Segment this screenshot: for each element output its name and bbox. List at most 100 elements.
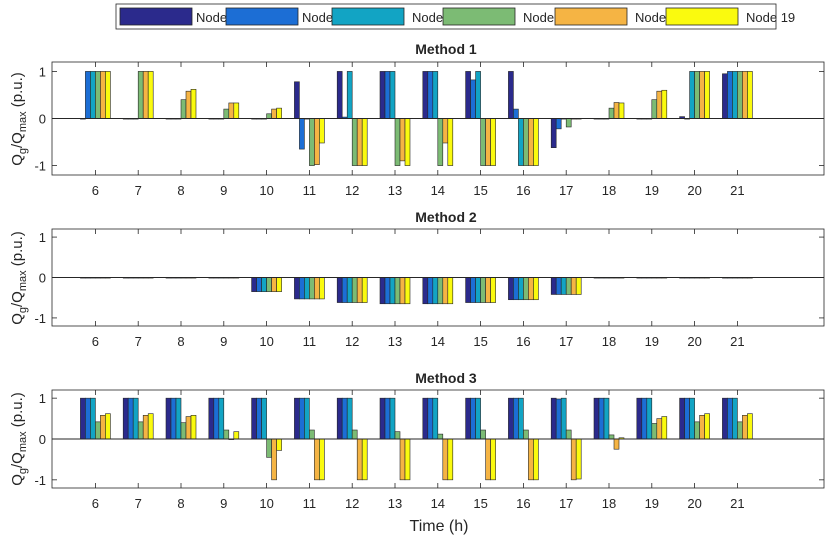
bar-node-16-h21 <box>737 421 743 440</box>
x-tick-label: 14 <box>431 334 445 349</box>
bar-node-16-h15 <box>480 118 486 166</box>
bar-node-4-h14 <box>427 277 434 305</box>
bar-node-18-h16 <box>528 118 534 166</box>
bar-node-18-h10 <box>271 108 277 119</box>
bar-node-19-h14 <box>447 118 454 166</box>
x-tick-label: 9 <box>220 496 227 511</box>
panel-title: Method 3 <box>415 370 477 386</box>
bar-node-4-h15 <box>470 277 476 303</box>
bar-node-4-h10 <box>256 277 262 292</box>
bar-node-4-h11 <box>299 118 305 150</box>
bar-node-16-h17 <box>565 429 572 440</box>
bar-node-12-h17 <box>560 277 567 295</box>
bar-node-18-h12 <box>356 438 363 481</box>
bar-node-19-h10 <box>276 438 282 451</box>
bar-node-16-h15 <box>480 429 486 440</box>
bar-node-4-h13 <box>384 277 391 305</box>
ylabel-unit: (p.u.) <box>9 72 26 111</box>
bar-node-16-h6 <box>95 71 101 119</box>
bar-node-12-h14 <box>432 397 439 440</box>
bar-node-3-h16 <box>508 397 514 440</box>
bar-node-4-h17 <box>555 277 562 295</box>
bar-node-4-h12 <box>341 397 348 440</box>
y-tick-label: 0 <box>39 112 46 127</box>
bar-node-3-h12 <box>336 71 343 119</box>
x-tick-label: 9 <box>220 183 227 198</box>
bar-node-19-h11 <box>319 118 325 144</box>
bar-node-18-h12 <box>356 118 363 166</box>
bar-node-19-h20 <box>704 71 710 119</box>
x-tick-label: 17 <box>559 183 573 198</box>
bar-node-12-h6 <box>90 71 96 119</box>
bar-node-3-h14 <box>422 277 429 305</box>
bar-node-18-h6 <box>100 415 106 440</box>
panel-title: Method 2 <box>415 209 477 225</box>
bar-node-4-h12 <box>341 277 348 303</box>
bar-node-18-h19 <box>656 418 663 440</box>
bar-node-19-h14 <box>447 277 454 305</box>
x-tick-label: 12 <box>345 334 359 349</box>
bar-node-4-h6 <box>85 71 91 119</box>
x-tick-label: 20 <box>687 183 701 198</box>
bar-node-19-h16 <box>533 438 539 481</box>
bar-node-16-h13 <box>394 277 401 305</box>
bar-node-12-h12 <box>346 71 353 119</box>
bar-node-16-h11 <box>309 277 315 300</box>
x-tick-label: 17 <box>559 496 573 511</box>
bar-node-19-h7 <box>147 71 154 119</box>
bar-node-19-h10 <box>276 277 282 292</box>
x-tick-label: 11 <box>303 496 317 511</box>
bar-node-19-h19 <box>661 416 668 440</box>
x-tick-label: 16 <box>516 496 530 511</box>
bar-node-19-h20 <box>704 413 710 440</box>
bar-node-16-h14 <box>437 118 444 166</box>
bar-node-3-h9 <box>208 397 215 440</box>
bar-node-18-h20 <box>699 71 705 119</box>
bar-node-3-h17 <box>550 118 557 148</box>
ylabel-mid: /Q <box>9 452 26 468</box>
bar-node-3-h11 <box>294 397 300 440</box>
bar-node-16-h13 <box>394 431 401 440</box>
bar-node-12-h11 <box>304 397 310 440</box>
x-tick-label: 13 <box>388 334 402 349</box>
x-tick-label: 19 <box>645 334 659 349</box>
bar-node-4-h16 <box>513 277 519 301</box>
bar-node-12-h9 <box>218 397 225 440</box>
y-tick-label: -1 <box>34 473 46 488</box>
x-tick-label: 17 <box>559 334 573 349</box>
bar-node-16-h18 <box>608 434 615 440</box>
bar-node-12-h11 <box>304 277 310 300</box>
bar-node-16-h19 <box>651 99 658 119</box>
bar-node-3-h13 <box>379 277 386 305</box>
x-tick-label: 8 <box>177 496 184 511</box>
bar-node-19-h8 <box>190 415 197 440</box>
bar-node-18-h11 <box>314 438 320 481</box>
bar-node-18-h6 <box>100 71 106 119</box>
bar-node-19-h18 <box>618 102 625 119</box>
bar-node-12-h12 <box>346 277 353 303</box>
bar-node-12-h18 <box>603 397 610 440</box>
x-tick-label: 8 <box>177 183 184 198</box>
y-tick-label: -1 <box>34 311 46 326</box>
bar-node-18-h7 <box>142 415 149 440</box>
ylabel-sub-g: g <box>17 307 29 313</box>
x-tick-label: 21 <box>730 334 744 349</box>
y-tick-label: 1 <box>39 230 46 245</box>
bar-node-12-h15 <box>475 277 481 303</box>
y-tick-label: 0 <box>39 271 46 286</box>
bar-node-19-h15 <box>490 118 496 166</box>
bar-node-3-h13 <box>379 71 386 119</box>
bar-node-4-h7 <box>127 397 134 440</box>
legend-swatch-6 <box>665 7 739 26</box>
bar-node-19-h8 <box>190 89 197 119</box>
y-axis-label: Qg/Qmax (p.u.) <box>9 392 29 486</box>
bar-node-18-h15 <box>485 118 491 166</box>
bar-node-4-h14 <box>427 71 434 119</box>
bar-node-4-h17 <box>555 398 562 440</box>
bar-node-16-h16 <box>523 118 529 166</box>
bar-node-19-h10 <box>276 107 282 119</box>
bar-node-4-h9 <box>213 397 220 440</box>
